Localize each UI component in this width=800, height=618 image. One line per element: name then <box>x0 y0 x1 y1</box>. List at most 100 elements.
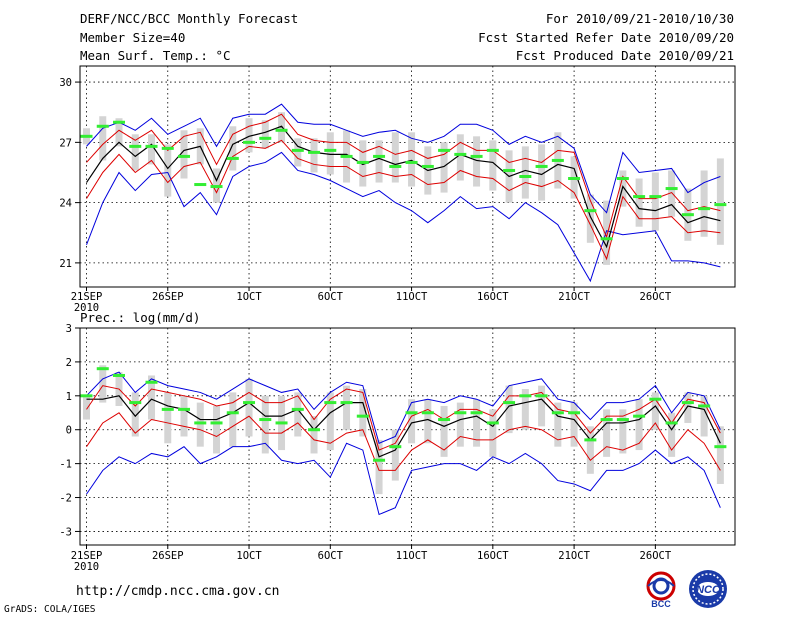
temp-median-mark <box>308 150 321 154</box>
temp-spread-box <box>294 138 302 167</box>
prec-spread-box <box>651 392 659 430</box>
prec-median-mark <box>649 397 662 401</box>
precip-panel-title: Prec.: log(mm/d) <box>80 310 201 325</box>
prec-spread-box <box>83 395 91 420</box>
prec-median-mark <box>145 380 158 384</box>
temp-spread-box <box>700 170 708 237</box>
prec-spread-box <box>424 399 432 444</box>
prec-frame <box>79 327 736 546</box>
bcc-logo-icon: BCC <box>646 571 676 609</box>
forecast-period-label: For 2010/09/21-2010/10/30 <box>545 11 734 26</box>
prec-median-mark <box>519 394 532 398</box>
temp-spread-box <box>440 142 448 193</box>
variable-label: Mean Surf. Temp.: °C <box>80 48 231 63</box>
temp-ytick-label: 30 <box>59 77 72 89</box>
prec-median-mark <box>454 411 467 415</box>
ncc-logo-label: NCC <box>696 584 721 596</box>
temp-median-mark <box>470 154 483 158</box>
prec-median-mark <box>324 401 337 405</box>
prec-median-mark <box>226 411 239 415</box>
prec-ytick-label: -3 <box>59 526 72 538</box>
temp-median-mark <box>340 154 353 158</box>
prec-median-mark <box>194 421 207 425</box>
temp-spread-box <box>229 126 237 171</box>
temp-median-mark <box>145 144 158 148</box>
prec-spread-box <box>668 412 676 457</box>
prec-median-mark <box>373 458 386 462</box>
temp-spread-box <box>489 140 497 191</box>
prec-median-mark <box>259 418 272 422</box>
prec-spread-box <box>684 392 692 423</box>
temp-median-mark <box>178 154 191 158</box>
temp-median-mark <box>259 136 272 140</box>
prec-xtick-label: 21SEP <box>71 550 103 562</box>
prec-median-mark <box>96 367 109 371</box>
temp-median-mark <box>243 140 256 144</box>
temp-xtick-label: 26OCT <box>640 291 672 303</box>
prec-spread-box <box>196 402 204 447</box>
temp-xtick-label: 6OCT <box>318 291 344 303</box>
produced-date-label: Fcst Produced Date 2010/09/21 <box>515 48 734 63</box>
prec-xtick-label: 6OCT <box>318 550 344 562</box>
temp-spread-box <box>131 134 139 171</box>
temp-median-mark <box>714 203 727 207</box>
temp-median-mark <box>356 160 369 164</box>
prec-spread-box <box>635 399 643 451</box>
temp-median-mark <box>80 134 93 138</box>
temp-median-mark <box>649 195 662 199</box>
temp-spread-box <box>115 118 123 147</box>
temp-series-mean <box>86 125 721 249</box>
temp-spread-box <box>716 158 724 245</box>
temp-median-mark <box>405 160 418 164</box>
prec-median-mark <box>665 421 678 425</box>
temp-spread-box <box>278 112 286 143</box>
temp-spread-box <box>391 132 399 183</box>
temp-median-mark <box>194 183 207 187</box>
prec-xtick-label: 26SEP <box>152 550 184 562</box>
temp-median-mark <box>421 164 434 168</box>
prec-ytick-label: 2 <box>66 357 72 369</box>
temp-median-mark <box>665 187 678 191</box>
prec-spread-box <box>603 409 611 457</box>
temp-spread-box <box>408 132 416 187</box>
prec-xtick-label: 16OCT <box>477 550 509 562</box>
temp-spread-box <box>245 118 253 153</box>
prec-median-mark <box>421 411 434 415</box>
temp-xtick-label: 26SEP <box>152 291 184 303</box>
prec-median-mark <box>291 407 304 411</box>
prec-ytick-label: 3 <box>66 323 72 335</box>
prec-ytick-label: -2 <box>59 493 72 505</box>
prec-median-mark <box>584 438 597 442</box>
temp-median-mark <box>226 156 239 160</box>
prec-median-mark <box>243 401 256 405</box>
prec-spread-box <box>99 365 107 403</box>
temp-median-mark <box>486 148 499 152</box>
temp-median-mark <box>698 207 711 211</box>
temp-spread-box <box>148 134 156 165</box>
prec-spread-box <box>131 392 139 437</box>
temp-median-mark <box>96 124 109 128</box>
temp-spread-box <box>456 134 464 181</box>
prec-median-mark <box>389 445 402 449</box>
temp-median-mark <box>681 213 694 217</box>
prec-median-mark <box>80 394 93 398</box>
temp-series-min <box>86 103 721 214</box>
prec-spread-box <box>326 392 334 451</box>
prec-spread-box <box>245 378 253 437</box>
prec-spread-box <box>505 385 513 434</box>
temp-ytick-label: 21 <box>59 258 72 270</box>
temp-spread-box <box>586 194 594 243</box>
prec-median-mark <box>698 404 711 408</box>
temp-spread-box <box>99 116 107 161</box>
temp-xtick-label: 1OCT <box>236 291 262 303</box>
prec-median-mark <box>633 414 646 418</box>
temp-xtick-label: 16OCT <box>477 291 509 303</box>
temp-spread-box <box>375 140 383 183</box>
temp-spread-box <box>261 120 269 149</box>
temp-median-mark <box>129 144 142 148</box>
prec-spread-box <box>473 399 481 447</box>
footer-url[interactable]: http://cmdp.ncc.cma.gov.cn <box>76 584 280 599</box>
prec-xtick-label: 26OCT <box>640 550 672 562</box>
prec-median-mark <box>470 411 483 415</box>
